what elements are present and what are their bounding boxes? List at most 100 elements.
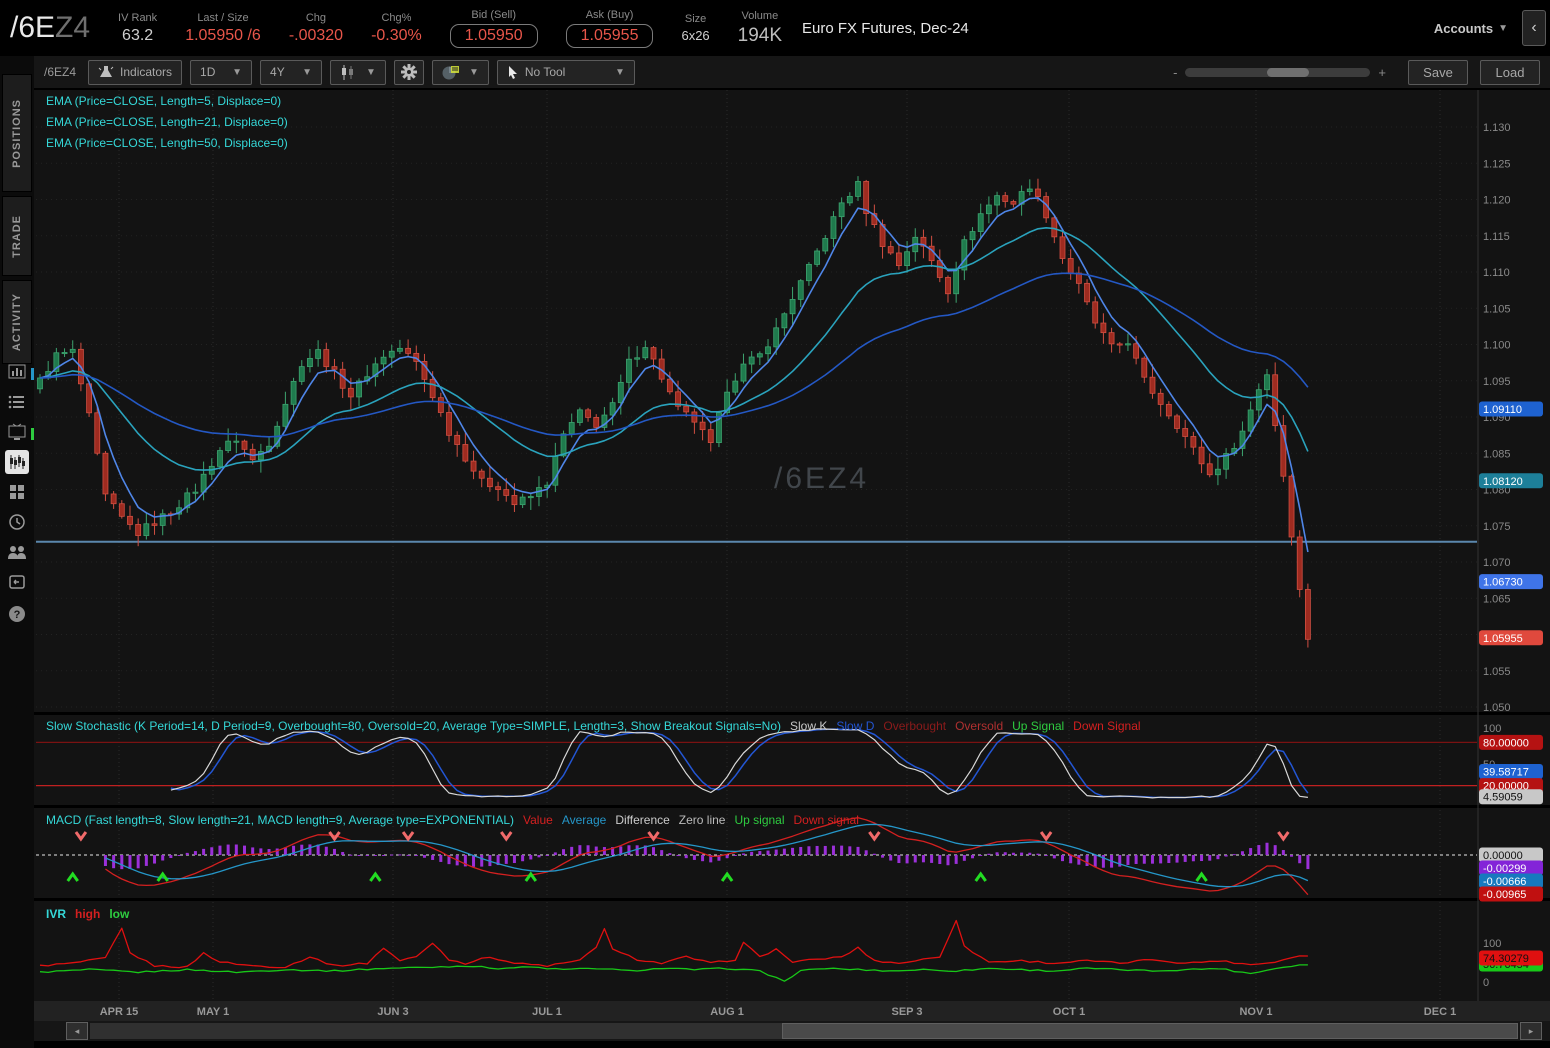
ask-button[interactable]: 1.05955	[565, 23, 654, 48]
chevron-down-icon: ▼	[366, 66, 376, 78]
scrollbar-thumb[interactable]	[782, 1023, 1518, 1039]
legend-item[interactable]: Average	[561, 813, 607, 827]
ivr-legend: high low	[75, 907, 129, 921]
chart-settings-button[interactable]	[393, 59, 424, 85]
svg-text:100: 100	[1483, 723, 1501, 735]
chart-watermark: /6EZ4	[774, 462, 869, 495]
svg-text:4.59059: 4.59059	[1483, 792, 1523, 804]
legend-item[interactable]: Difference	[615, 813, 670, 827]
sidebar-tab-positions[interactable]: POSITIONS	[2, 74, 32, 192]
community-people-icon[interactable]	[5, 540, 29, 564]
legend-item[interactable]: Up Signal	[1012, 719, 1065, 733]
legend-item[interactable]: low	[109, 907, 130, 921]
chg-pct-field: Chg% -0.30%	[371, 11, 422, 44]
drawing-tool-dropdown[interactable]: No Tool ▼	[496, 59, 635, 85]
load-button[interactable]: Load	[1480, 59, 1540, 85]
chg-field: Chg -.00320	[288, 11, 344, 44]
svg-text:1.115: 1.115	[1483, 231, 1510, 243]
svg-text:1.09110: 1.09110	[1483, 404, 1522, 416]
grid-apps-icon[interactable]	[5, 480, 29, 504]
macd-legend: Value Average Difference Zero line Up signal…	[523, 813, 859, 827]
svg-text:1.075: 1.075	[1483, 521, 1511, 533]
ivr-label[interactable]: IVR	[46, 907, 67, 921]
ema50-label[interactable]: EMA (Price=CLOSE, Length=50, Displace=0)	[46, 136, 288, 150]
gear-icon	[400, 64, 417, 80]
zoom-in-button[interactable]: +	[1378, 64, 1386, 80]
sidebar-tab-trade[interactable]: TRADE	[2, 196, 32, 276]
scroll-left-button[interactable]: ◂	[66, 1022, 88, 1040]
iv-rank-field: IV Rank 63.2	[118, 11, 158, 44]
svg-text:NOV 1: NOV 1	[1239, 1006, 1272, 1018]
link-color-green-marker	[31, 428, 34, 440]
accounts-dropdown[interactable]: Accounts ▼	[1433, 20, 1508, 36]
stoch-legend: Slow K Slow D Overbought Oversold Up Signal D…	[790, 719, 1141, 733]
svg-text:APR 15: APR 15	[100, 1006, 139, 1018]
svg-text:1.130: 1.130	[1483, 122, 1511, 134]
svg-text:100: 100	[1483, 938, 1501, 950]
tv-icon[interactable]	[5, 420, 29, 444]
pattern-tools-dropdown[interactable]: ▼	[431, 59, 489, 85]
zoom-slider-thumb[interactable]	[1266, 67, 1309, 77]
legend-item[interactable]: Zero line	[678, 813, 726, 827]
scrollbar-track[interactable]	[90, 1023, 1518, 1039]
date-axis: APR 15 MAY 1 JUN 3 JUL 1 AUG 1 SEP 3 OCT 1 NOV …	[100, 1006, 1456, 1018]
legend-item[interactable]: Up signal	[734, 813, 785, 827]
timeframe-dropdown[interactable]: 1D ▼	[190, 59, 253, 85]
sidebar-tab-activity[interactable]: ACTIVITY	[2, 280, 32, 364]
svg-text:MAY 1: MAY 1	[197, 1006, 229, 1018]
right-axis: 1.130 1.125 1.120 1.115 1.110 1.105 1.100 1.095…	[1479, 122, 1543, 989]
zoom-slider[interactable]	[1185, 67, 1371, 77]
svg-text:1.055: 1.055	[1483, 666, 1511, 678]
ask-field: Ask (Buy) 1.05955	[565, 9, 654, 48]
charts-active-icon[interactable]	[5, 450, 29, 474]
legend-item[interactable]: Down Signal	[1073, 719, 1141, 733]
legend-item[interactable]: Value	[523, 813, 553, 827]
chart-type-dropdown[interactable]: ▼	[330, 59, 386, 85]
macd-value-line	[105, 817, 1309, 896]
help-icon[interactable]: ?	[5, 602, 29, 626]
legend-item[interactable]: Down signal	[793, 813, 859, 827]
collapse-panel-button[interactable]: ‹	[1522, 10, 1546, 46]
svg-text:SEP 3: SEP 3	[892, 1006, 923, 1018]
history-clock-icon[interactable]	[5, 510, 29, 534]
legend-item[interactable]: Oversold	[955, 719, 1004, 733]
svg-text:1.095: 1.095	[1483, 376, 1511, 388]
bid-button[interactable]: 1.05950	[449, 23, 538, 48]
scroll-right-button[interactable]: ▸	[1520, 1022, 1542, 1040]
symbol-title: /6EZ4	[10, 11, 91, 44]
stoch-study-label: Slow Stochastic (K Period=14, D Period=9…	[46, 719, 1141, 733]
slow-k-line	[170, 728, 1308, 799]
cursor-arrow-icon	[508, 66, 517, 79]
watchlist-icon[interactable]	[5, 390, 29, 414]
zoom-out-button[interactable]: -	[1173, 64, 1178, 80]
legend-item[interactable]: Overbought	[883, 719, 947, 733]
save-button[interactable]: Save	[1408, 59, 1468, 85]
svg-text:AUG 1: AUG 1	[710, 1006, 744, 1018]
chart-area[interactable]: /6EZ4 1.130 1.125 1.120 1.115 1.110 1.105 1.100…	[34, 90, 1550, 1021]
header-bar: /6EZ4 IV Rank 63.2 Last / Size 1.05950 /…	[0, 0, 1550, 56]
price-chart-svg[interactable]: /6EZ4 1.130 1.125 1.120 1.115 1.110 1.105 1.100…	[34, 90, 1550, 1021]
macd-signal-arrows	[66, 831, 1290, 882]
svg-text:-0.00299: -0.00299	[1483, 863, 1526, 875]
horizontal-scrollbar[interactable]: ◂ ▸	[34, 1021, 1550, 1041]
ivr-low-line	[39, 964, 1308, 982]
legend-item[interactable]: high	[75, 907, 101, 921]
ema5-label[interactable]: EMA (Price=CLOSE, Length=5, Displace=0)	[46, 94, 282, 108]
legend-item[interactable]: Slow K	[790, 719, 828, 733]
legend-item[interactable]: Slow D	[836, 719, 875, 733]
indicators-button[interactable]: Indicators	[88, 59, 183, 85]
svg-text:74.30279: 74.30279	[1483, 953, 1529, 965]
svg-text:-0.00965: -0.00965	[1483, 889, 1526, 901]
size-field: Size 6x26	[681, 13, 710, 43]
ema-5-line	[39, 197, 1309, 553]
ema21-label[interactable]: EMA (Price=CLOSE, Length=21, Displace=0)	[46, 115, 288, 129]
range-dropdown[interactable]: 4Y ▼	[260, 59, 323, 85]
ivr-high-line	[39, 919, 1308, 969]
macd-label[interactable]: MACD (Fast length=8, Slow length=21, MAC…	[46, 813, 515, 827]
replay-calendar-icon[interactable]	[5, 570, 29, 594]
chart-panel-icon[interactable]	[5, 360, 29, 384]
indicators-flask-icon	[98, 66, 114, 77]
ema-50-line	[39, 272, 1309, 438]
svg-text:80.00000: 80.00000	[1483, 737, 1529, 749]
stoch-label[interactable]: Slow Stochastic (K Period=14, D Period=9…	[46, 719, 781, 733]
